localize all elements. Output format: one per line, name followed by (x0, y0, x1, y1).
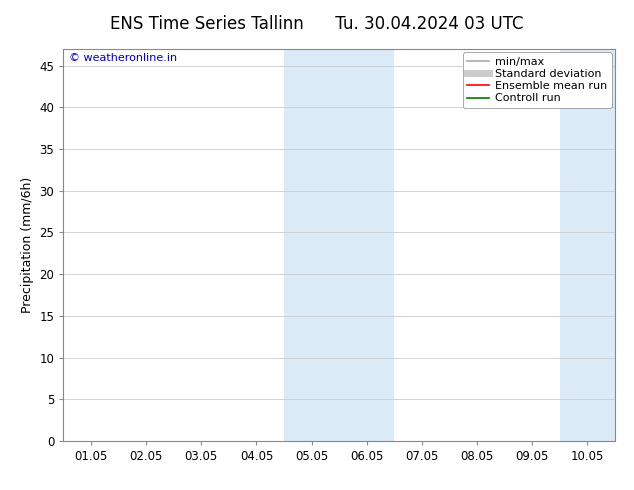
Y-axis label: Precipitation (mm/6h): Precipitation (mm/6h) (21, 177, 34, 313)
Bar (339, 49, 394, 441)
Text: ENS Time Series Tallinn      Tu. 30.04.2024 03 UTC: ENS Time Series Tallinn Tu. 30.04.2024 0… (110, 15, 524, 33)
Bar (284, 49, 339, 441)
Legend: min/max, Standard deviation, Ensemble mean run, Controll run: min/max, Standard deviation, Ensemble me… (463, 52, 612, 108)
Text: © weatheronline.in: © weatheronline.in (69, 53, 177, 63)
Bar (560, 49, 615, 441)
